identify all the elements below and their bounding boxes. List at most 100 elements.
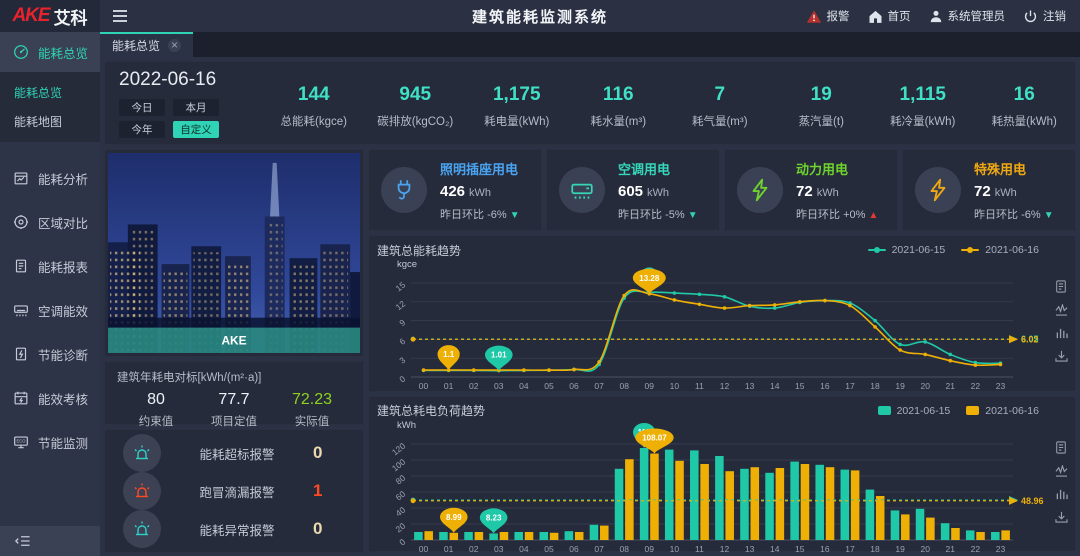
legend-item[interactable]: 2021-06-16 (966, 405, 1039, 417)
sidebar-item-report[interactable]: 能耗报表 (0, 244, 100, 288)
legend-item[interactable]: 2021-06-15 (867, 244, 945, 256)
svg-text:08: 08 (619, 381, 629, 391)
svg-text:12: 12 (720, 381, 730, 391)
svg-text:60: 60 (394, 488, 408, 502)
svg-text:1.1: 1.1 (443, 350, 455, 359)
logo-ake: AKE (12, 5, 50, 26)
svg-text:22: 22 (971, 381, 981, 391)
user-nav-button[interactable]: 系统管理员 (929, 8, 1005, 24)
data-view-icon[interactable] (1055, 280, 1067, 293)
svg-text:09: 09 (645, 544, 655, 554)
download-icon[interactable] (1055, 511, 1068, 523)
down-triangle-icon: ▼ (687, 209, 698, 221)
svg-text:14: 14 (770, 381, 780, 391)
sidebar-item-analysis[interactable]: 能耗分析 (0, 156, 100, 200)
bar-switch-icon[interactable] (1055, 488, 1068, 500)
alarm-row-over-limit[interactable]: 能耗超标报警 0 (105, 434, 363, 473)
line-switch-icon[interactable] (1055, 304, 1068, 316)
chart-toolbox (1055, 280, 1068, 362)
svg-text:12: 12 (394, 298, 408, 312)
svg-text:6: 6 (397, 336, 407, 347)
logo: AKE 艾科 (0, 0, 100, 32)
energy-cards-row: 照明插座用电 426 kWh 昨日环比 -6% ▼ 空调用电 605 (368, 149, 1076, 231)
sidebar-item-saving-diagnose[interactable]: 节能诊断 (0, 332, 100, 376)
svg-text:3: 3 (397, 355, 407, 366)
submenu-item-overview[interactable]: 能耗总览 (14, 86, 63, 100)
range-button-month[interactable]: 本月 (173, 98, 219, 116)
svg-text:19: 19 (895, 381, 905, 391)
svg-text:06: 06 (569, 544, 579, 554)
benchmark-constraint: 80 约束值 (138, 391, 174, 429)
bar-switch-icon[interactable] (1055, 327, 1068, 339)
svg-text:20: 20 (394, 520, 408, 534)
stat-carbon: 945 碳排放(kgCO₂) (377, 83, 454, 128)
svg-text:02: 02 (469, 381, 479, 391)
stat-steam: 19 蒸汽量(t) (798, 83, 844, 128)
range-button-custom[interactable]: 自定义 (173, 120, 219, 138)
hamburger-menu-icon[interactable] (100, 0, 140, 32)
y-axis-unit: kgce (397, 259, 418, 270)
building-watermark: AKE (221, 333, 246, 347)
chart-legend: 2021-06-15 2021-06-16 (877, 405, 1067, 417)
card-power[interactable]: 动力用电 72 kWh 昨日环比 +0% ▲ (724, 149, 898, 231)
card-special[interactable]: 特殊用电 72 kWh 昨日环比 -6% ▼ (902, 149, 1076, 231)
svg-text:8.23: 8.23 (486, 513, 502, 522)
siren-icon (134, 445, 150, 460)
card-hvac[interactable]: 空调用电 605 kWh 昨日环比 -5% ▼ (546, 149, 720, 231)
load-trend-chart-panel: 建筑总耗电负荷趋势 2021-06-15 2021-06-16 kWh 0 20 4… (368, 395, 1076, 554)
sidebar-item-region-compare[interactable]: 区域对比 (0, 200, 100, 244)
tab-close-icon[interactable]: × (168, 39, 182, 52)
submenu-item-energy-map[interactable]: 能耗地图 (14, 115, 63, 129)
svg-text:48.96: 48.96 (1021, 495, 1044, 505)
sidebar-item-efficiency-assess[interactable]: 能效考核 (0, 376, 100, 420)
alarm-nav-button[interactable]: 报警 (806, 8, 850, 24)
download-icon[interactable] (1055, 350, 1068, 362)
svg-text:18: 18 (870, 544, 880, 554)
svg-text:23: 23 (996, 381, 1006, 391)
analysis-icon (14, 172, 28, 185)
alarm-row-leakage[interactable]: 跑冒滴漏报警 1 (105, 472, 363, 511)
alarm-triangle-icon (806, 9, 821, 23)
svg-text:09: 09 (645, 381, 655, 391)
stat-total-energy: 144 总能耗(kgce) (280, 83, 347, 128)
stat-heat: 16 耗热量(kWh) (991, 83, 1057, 128)
assess-icon (14, 391, 28, 405)
current-date: 2022-06-16 (119, 68, 217, 90)
sidebar-item-overview[interactable]: 能耗总览 (0, 32, 100, 72)
svg-text:11: 11 (695, 544, 704, 554)
sidebar-collapse-button[interactable] (0, 526, 100, 556)
sidebar-item-hvac-efficiency[interactable]: 空调能效 (0, 288, 100, 332)
legend-item[interactable]: 2021-06-15 (877, 405, 950, 417)
card-lighting[interactable]: 照明插座用电 426 kWh 昨日环比 -6% ▼ (368, 149, 542, 231)
range-button-today[interactable]: 今日 (119, 98, 165, 116)
svg-text:20: 20 (920, 544, 930, 554)
alarm-row-abnormal[interactable]: 能耗异常报警 0 (105, 510, 363, 549)
svg-text:05: 05 (544, 381, 554, 391)
logout-nav-button[interactable]: 注销 (1023, 8, 1066, 24)
ac-unit-icon (571, 183, 593, 199)
alarm-count: 1 (313, 481, 323, 501)
legend-item[interactable]: 2021-06-16 (961, 244, 1039, 256)
app-header: AKE 艾科 建筑能耗监测系统 报警 首页 系统管理员 注销 (0, 0, 1080, 32)
svg-text:16: 16 (820, 544, 830, 554)
range-button-year[interactable]: 今年 (119, 120, 165, 138)
compare-icon (13, 214, 29, 230)
svg-text:0: 0 (397, 536, 407, 547)
home-nav-button[interactable]: 首页 (868, 8, 911, 24)
svg-text:108.07: 108.07 (642, 433, 667, 442)
svg-text:07: 07 (594, 544, 604, 554)
svg-text:06: 06 (569, 381, 579, 391)
benchmark-project: 77.7 项目定值 (211, 391, 257, 429)
sidebar-item-saving-monitor[interactable]: ECO 节能监测 (0, 420, 100, 464)
user-icon (930, 10, 941, 22)
svg-text:15: 15 (394, 280, 408, 294)
data-view-icon[interactable] (1055, 440, 1067, 454)
svg-text:01: 01 (444, 544, 454, 554)
svg-text:05: 05 (544, 544, 554, 554)
line-switch-icon[interactable] (1055, 464, 1068, 477)
svg-text:6.02: 6.02 (1021, 334, 1039, 344)
tab-overview[interactable]: 能耗总览 × (100, 32, 194, 57)
siren-icon (134, 521, 150, 536)
